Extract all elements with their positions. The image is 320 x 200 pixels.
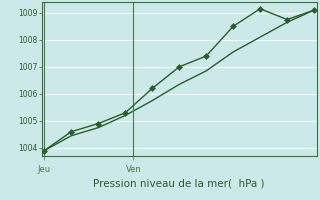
X-axis label: Pression niveau de la mer(  hPa ): Pression niveau de la mer( hPa ): [93, 178, 265, 188]
